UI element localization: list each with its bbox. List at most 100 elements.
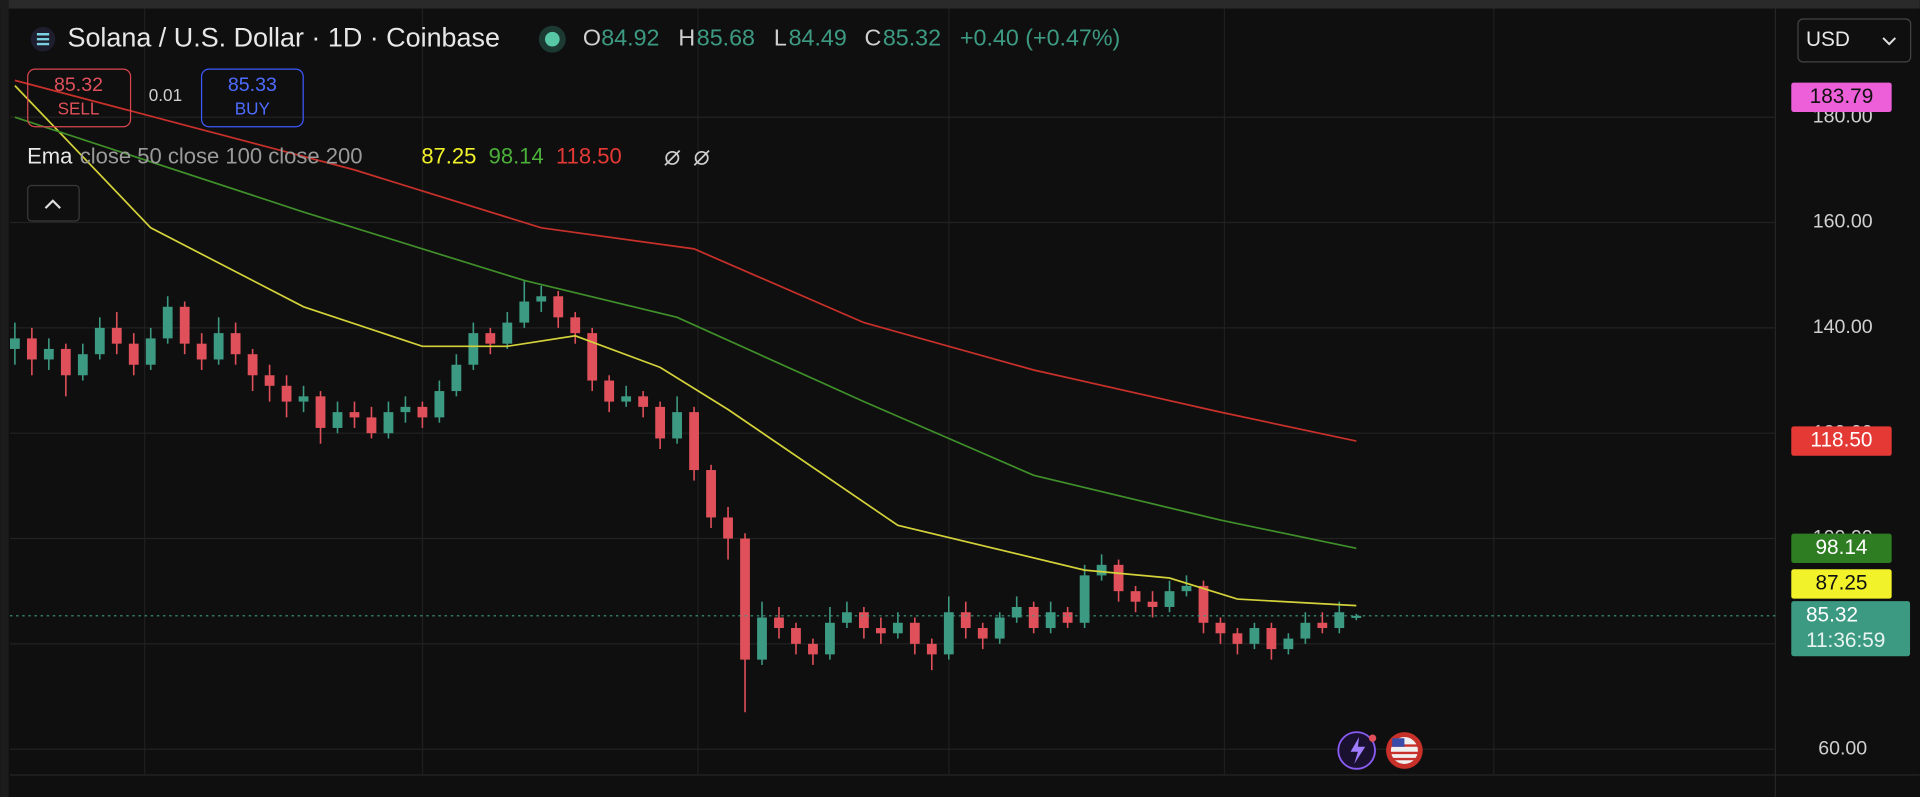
empty-icon[interactable]	[694, 150, 709, 165]
flag-canton	[1392, 738, 1405, 747]
candle-body	[519, 301, 530, 323]
candle-body	[604, 380, 615, 402]
y-tick-label: 60.00	[1818, 737, 1867, 759]
candle-body	[977, 628, 988, 639]
candle-body	[298, 396, 309, 402]
candle-body	[960, 612, 971, 629]
empty-icon-slash	[664, 149, 681, 166]
candle-body	[723, 517, 733, 539]
candle-body	[485, 333, 496, 344]
candle-body	[145, 338, 156, 365]
sell-price: 85.32	[54, 74, 103, 96]
candle-body	[909, 622, 920, 644]
candle-body	[468, 333, 479, 365]
legend: 87.25 98.14 118.50	[421, 144, 621, 169]
candle-body	[655, 406, 666, 439]
ohlc-change: +0.40 (+0.47%)	[960, 24, 1120, 50]
price-tags: 183.79 85.32 11:36:59 87.25 98.14 118.50	[1791, 82, 1911, 657]
candle-body	[587, 333, 598, 381]
sell-button[interactable]	[27, 68, 132, 128]
assistant-bolt	[1350, 737, 1366, 764]
last-price-label: 85.32	[1806, 603, 1858, 626]
notification-dot	[1368, 734, 1377, 742]
candle-body	[672, 412, 683, 439]
candle-body	[1181, 585, 1192, 592]
candle-body	[366, 417, 377, 434]
candle-body	[94, 327, 105, 355]
countdown: 11:36:59	[1806, 629, 1885, 652]
candle-body	[1028, 606, 1039, 629]
candle-body	[706, 470, 716, 518]
currency: USD	[1806, 28, 1850, 51]
left-border	[0, 0, 9, 797]
candle-body	[128, 343, 139, 365]
symbol-title[interactable]: Solana / U.S. Dollar · 1D · Coinbase	[68, 22, 500, 52]
ohlc-value: 84.92	[601, 24, 659, 50]
candle-body	[892, 622, 903, 634]
legend-value: 87.25	[421, 144, 476, 169]
candle-body	[1130, 591, 1141, 602]
ema-tag-label: 118.50	[1810, 429, 1872, 452]
candle-body	[1198, 585, 1209, 623]
candle-body	[1266, 628, 1277, 650]
buy-label: BUY	[235, 99, 271, 119]
candle-body	[943, 612, 954, 655]
candle-body	[570, 317, 581, 334]
empty-icon[interactable]	[665, 150, 680, 165]
ema-tag-label: 98.14	[1815, 536, 1867, 559]
ema-line	[14, 85, 1357, 607]
candle-body	[774, 617, 784, 629]
candle-body	[994, 617, 1005, 639]
candle-body	[196, 343, 207, 360]
ema-tag	[1791, 426, 1892, 456]
symbol-icon-glyph	[36, 33, 50, 46]
ohlc-value: 85.68	[697, 24, 755, 50]
currency-chevron	[1882, 37, 1897, 46]
candle-body	[757, 617, 767, 660]
ohlc-h: H	[678, 24, 695, 50]
currency-select[interactable]	[1797, 18, 1912, 63]
candle-body	[332, 412, 343, 428]
legend-value: 98.14	[489, 144, 544, 169]
candle-body	[1215, 622, 1226, 634]
candle-body	[502, 322, 513, 344]
candle-body	[383, 412, 394, 434]
candle-body	[26, 338, 37, 360]
candle-body	[434, 391, 445, 418]
candle-body	[349, 412, 360, 418]
indicator-name[interactable]: Ema	[27, 144, 73, 169]
candle-body	[400, 406, 411, 413]
buy-button[interactable]	[200, 68, 304, 128]
alert-tag	[1791, 82, 1892, 112]
empty-icon-slash	[693, 149, 710, 166]
sell-label: SELL	[58, 99, 100, 119]
candle-body	[60, 348, 71, 376]
candle-body	[247, 354, 258, 376]
collapse-button[interactable]	[27, 184, 80, 222]
candle-body	[553, 296, 564, 318]
candle-body	[1283, 638, 1294, 650]
candle-body	[1164, 591, 1175, 607]
candle-body	[264, 375, 275, 386]
candle-body	[1300, 622, 1311, 639]
ema-tag-label: 87.25	[1815, 571, 1867, 594]
candle-body	[1249, 628, 1260, 644]
ohlc-c: C	[865, 24, 882, 50]
candle-body	[1113, 564, 1124, 592]
candle-body	[1079, 575, 1090, 623]
candle-body	[162, 306, 173, 339]
candle-body	[9, 338, 20, 349]
candle-body	[858, 612, 869, 629]
plot	[9, 79, 1776, 750]
y-tick-label: 140.00	[1813, 316, 1873, 338]
candle-body	[77, 354, 88, 376]
candle-body	[1147, 601, 1158, 607]
candle-body	[536, 296, 547, 302]
candle-body	[875, 628, 886, 634]
candle-body	[740, 538, 750, 660]
candle-body	[638, 396, 649, 407]
ema-line	[14, 116, 1357, 550]
candle-body	[43, 348, 54, 360]
candle-body	[111, 327, 122, 344]
